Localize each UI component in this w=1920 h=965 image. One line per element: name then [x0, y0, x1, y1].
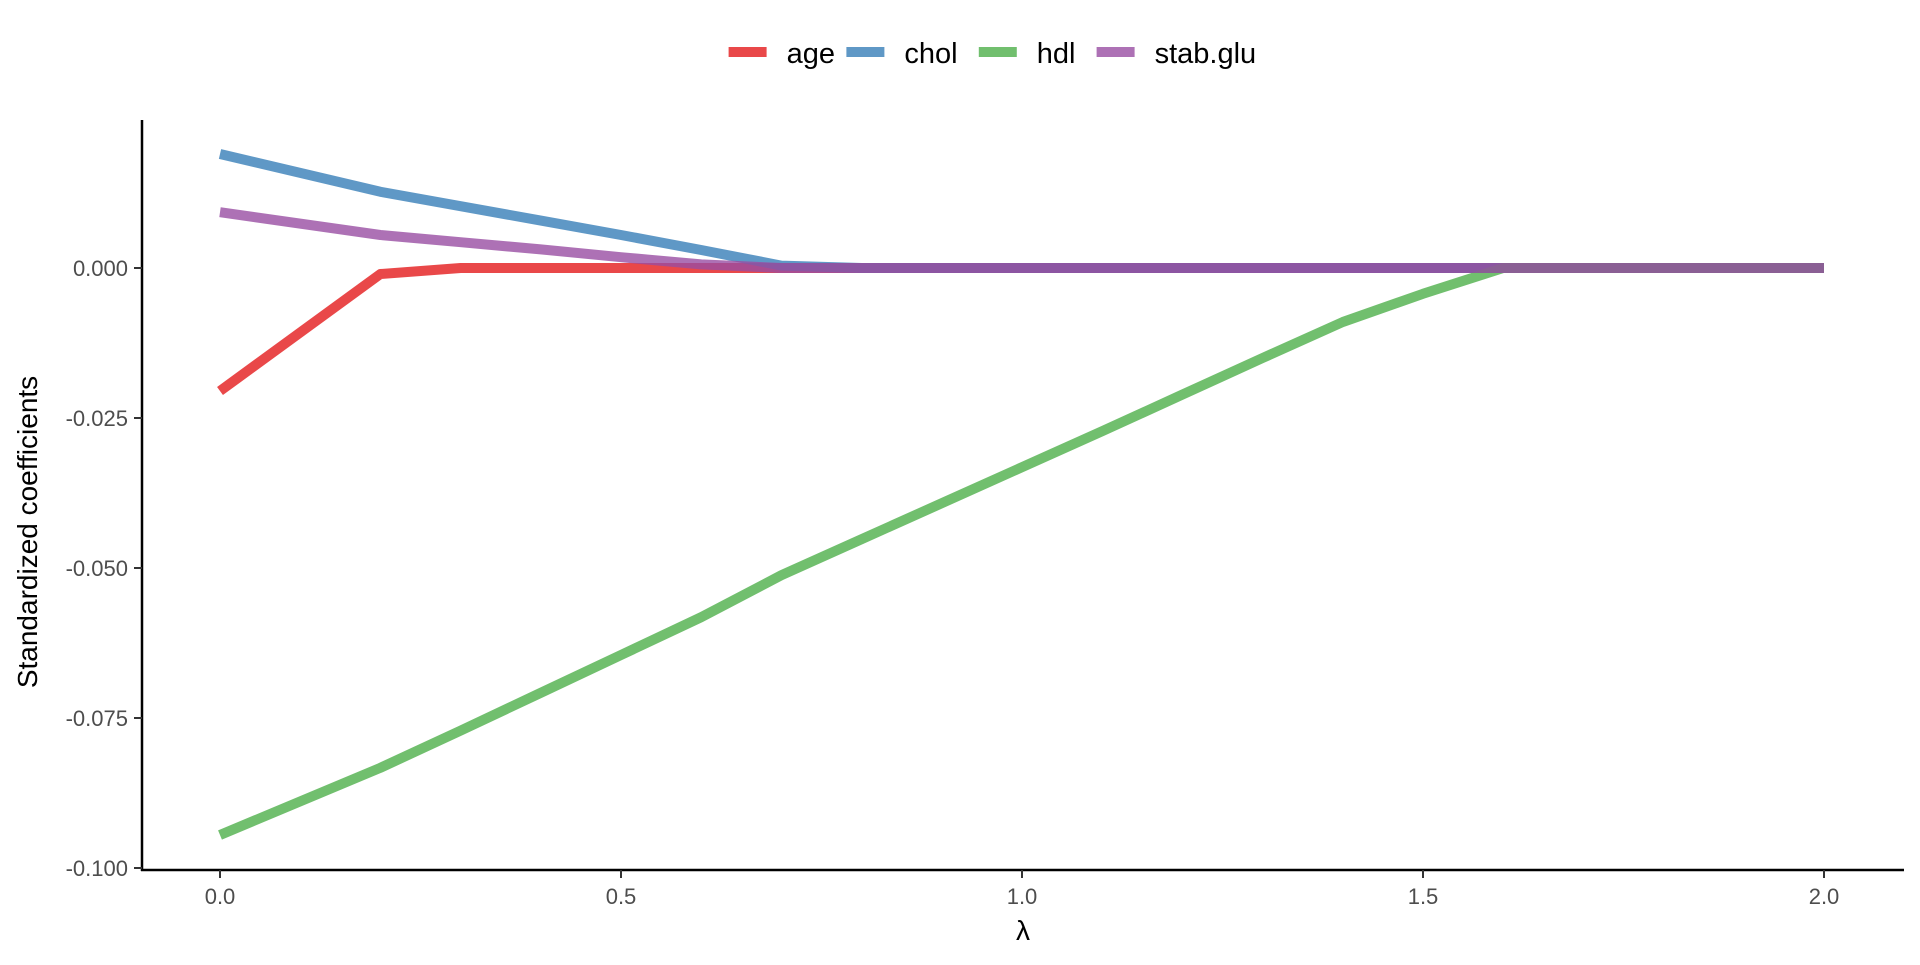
y-tick-label: -0.025 [66, 406, 128, 431]
legend: age chol hdl stab.glu [728, 38, 1257, 70]
x-tick-label: 0.0 [205, 884, 236, 909]
x-axis-title: λ [1016, 915, 1030, 946]
series-line-chol [218, 149, 1824, 273]
x-tick-label: 1.5 [1408, 884, 1439, 909]
legend-item-chol: chol [846, 38, 958, 70]
y-tick-label: -0.050 [66, 556, 128, 581]
series-line-age [217, 263, 1824, 396]
y-axis-title: Standardized coefficients [12, 376, 43, 688]
series-line-stab-glu [219, 207, 1824, 273]
x-tick-label: 0.5 [606, 884, 637, 909]
y-tick-label: -0.100 [66, 856, 128, 881]
legend-label: age [787, 38, 835, 70]
series-line-hdl [218, 263, 1824, 840]
legend-item-age: age [728, 38, 835, 70]
legend-item-stab-glu: stab.glu [1096, 38, 1257, 70]
y-tick-label: 0.000 [73, 256, 128, 281]
legend-label: stab.glu [1155, 38, 1257, 70]
axes: 0.0 0.5 1.0 1.5 2.0 -0.100 -0.075 -0.050 -0.025 0… [66, 120, 1904, 909]
legend-label: chol [904, 38, 957, 70]
legend-label: hdl [1037, 38, 1076, 70]
legend-item-hdl: hdl [978, 38, 1076, 70]
y-tick-label: -0.075 [66, 706, 128, 731]
x-tick-label: 2.0 [1809, 884, 1840, 909]
x-tick-label: 1.0 [1007, 884, 1038, 909]
plot-area [217, 149, 1824, 840]
